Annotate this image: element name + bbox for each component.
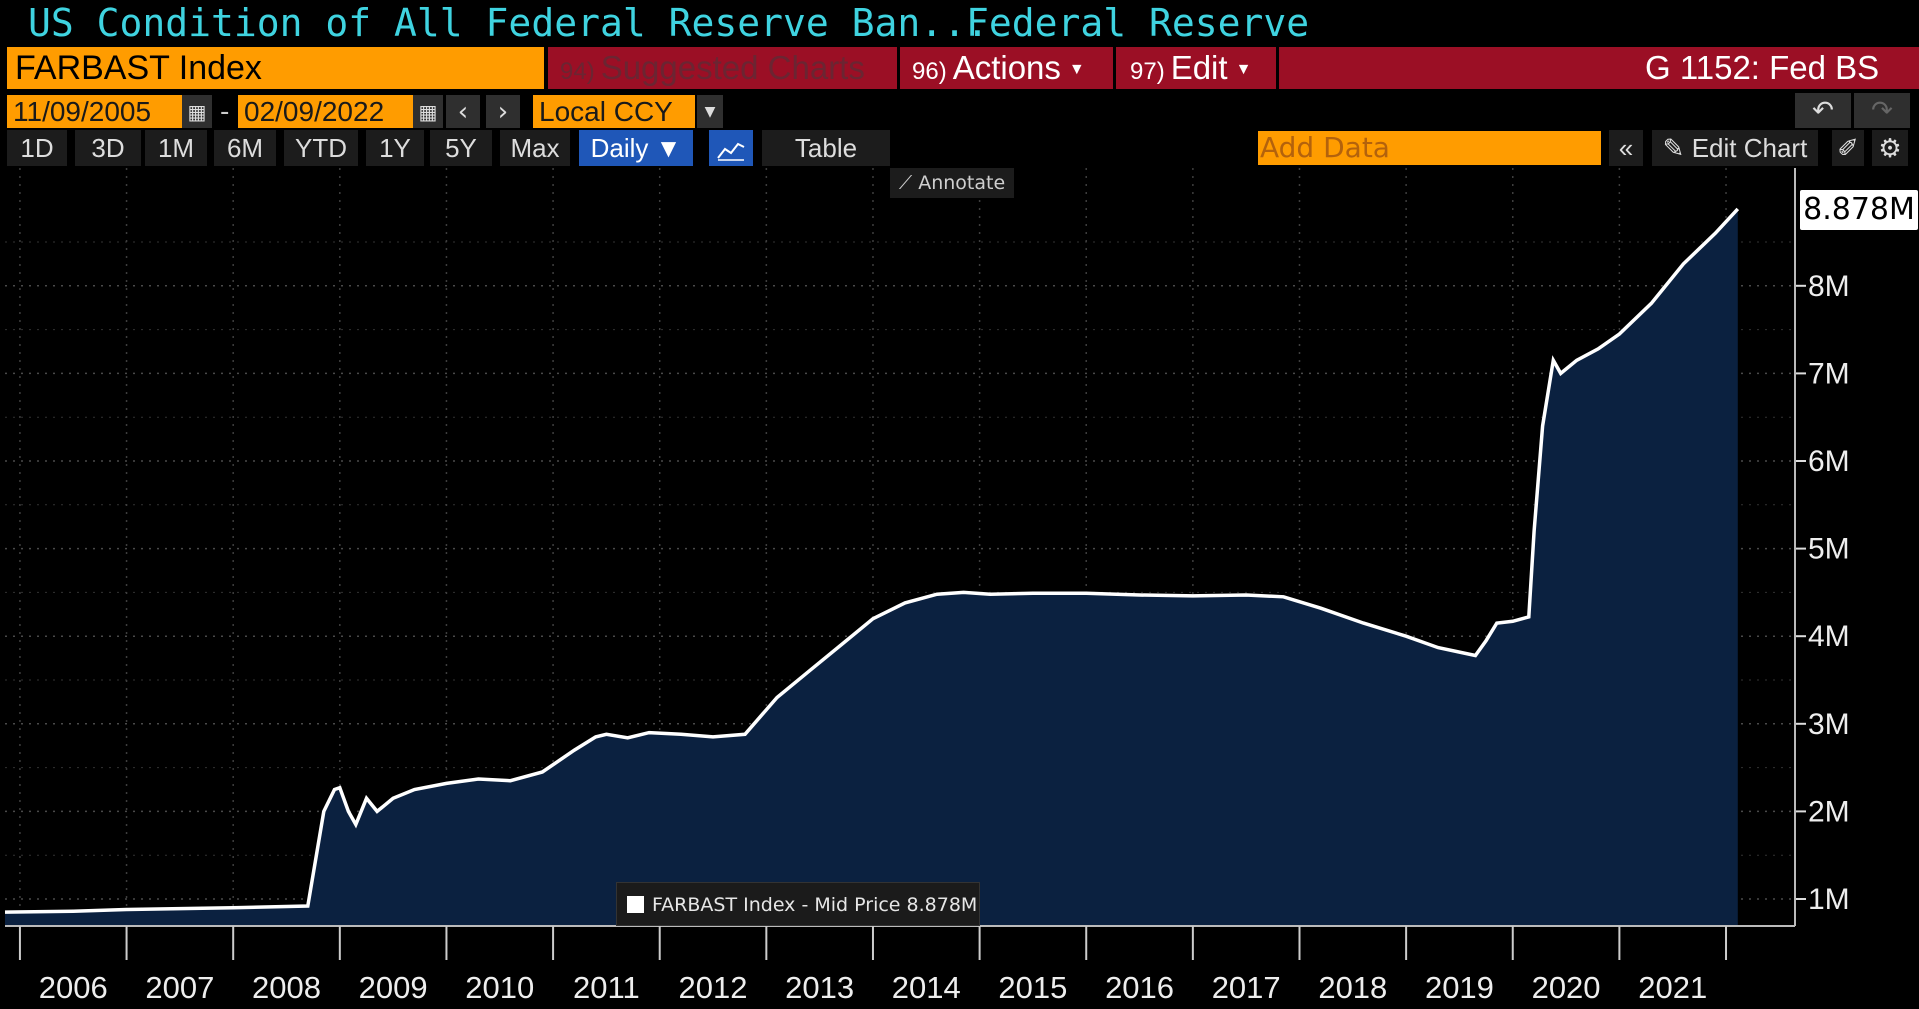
- suggested-charts-num: 94): [560, 58, 595, 85]
- edit-num: 97): [1130, 58, 1165, 85]
- menu-bar: [548, 47, 1919, 89]
- add-data-input[interactable]: Add Data: [1258, 131, 1601, 165]
- period-6m-button[interactable]: 6M: [214, 130, 276, 166]
- chart-legend: FARBAST Index - Mid Price 8.878M: [616, 882, 980, 926]
- x-tick-label: 2015: [998, 970, 1067, 1005]
- y-tick-label: 8M: [1808, 270, 1850, 303]
- date-separator: -: [220, 97, 230, 127]
- suggested-charts-menu[interactable]: 94) Suggested Charts: [560, 47, 865, 89]
- function-code: G 1152: Fed BS: [1645, 49, 1880, 86]
- series-line: [4, 207, 1740, 914]
- x-tick-label: 2010: [465, 970, 534, 1005]
- table-button[interactable]: Table: [762, 130, 890, 166]
- edit-menu[interactable]: 97) Edit ▼: [1130, 47, 1251, 89]
- period-3d-button[interactable]: 3D: [75, 130, 141, 166]
- y-tick-label: 4M: [1808, 620, 1850, 653]
- chevron-down-icon: ▼: [1068, 61, 1085, 79]
- ticker-field[interactable]: FARBAST Index: [7, 47, 544, 89]
- period-max-button[interactable]: Max: [500, 130, 570, 166]
- y-tick-label: 6M: [1808, 445, 1850, 478]
- x-tick-label: 2017: [1212, 970, 1281, 1005]
- x-axis: 2006 2007 2008 2009 2010 2011 2012 2013 2014 2015…: [5, 925, 1795, 1005]
- period-ytd-button[interactable]: YTD: [284, 130, 358, 166]
- currency-select[interactable]: Local CCY: [533, 95, 695, 129]
- actions-num: 96): [912, 58, 947, 85]
- source-label: Federal Reserve: [966, 1, 1310, 45]
- pencil-icon: ✎: [1662, 133, 1685, 163]
- x-tick-label: 2007: [145, 970, 214, 1005]
- y-tick-label: 5M: [1808, 533, 1850, 566]
- actions-label: Actions: [952, 49, 1061, 86]
- redo-icon[interactable]: ↷: [1854, 93, 1910, 129]
- period-1y-button[interactable]: 1Y: [366, 130, 424, 166]
- chevron-down-icon[interactable]: ▼: [697, 95, 723, 129]
- chevron-left-icon[interactable]: ‹: [446, 95, 480, 129]
- x-tick-label: 2013: [785, 970, 854, 1005]
- edit-chart-button[interactable]: ✎ Edit Chart: [1652, 130, 1818, 166]
- calendar-icon[interactable]: ▦: [182, 95, 212, 129]
- annotate-button[interactable]: ⟋ Annotate: [890, 168, 1014, 198]
- period-5y-button[interactable]: 5Y: [430, 130, 492, 166]
- end-date-field[interactable]: 02/09/2022: [238, 95, 413, 129]
- frequency-select[interactable]: Daily ▼: [579, 130, 693, 166]
- x-tick-label: 2008: [252, 970, 321, 1005]
- period-1d-button[interactable]: 1D: [7, 130, 67, 166]
- x-tick-label: 2009: [359, 970, 428, 1005]
- actions-menu[interactable]: 96) Actions ▼: [912, 47, 1085, 89]
- series-area: [5, 208, 1738, 926]
- x-tick-label: 2014: [892, 970, 961, 1005]
- start-date-field[interactable]: 11/09/2005: [7, 95, 182, 129]
- legend-text: FARBAST Index - Mid Price 8.878M: [652, 894, 978, 916]
- menu-separator: [1113, 47, 1116, 89]
- x-tick-label: 2019: [1425, 970, 1494, 1005]
- period-1m-button[interactable]: 1M: [145, 130, 207, 166]
- edit-chart-label: Edit Chart: [1691, 133, 1808, 163]
- x-tick-label: 2016: [1105, 970, 1174, 1005]
- y-tick-label: 7M: [1808, 357, 1850, 390]
- collapse-icon[interactable]: «: [1609, 130, 1643, 166]
- edit-icon[interactable]: ✐: [1832, 130, 1864, 166]
- last-value-label: 8.878M: [1800, 190, 1918, 230]
- x-tick-label: 2012: [679, 970, 748, 1005]
- pencil-icon: ⟋: [898, 172, 913, 194]
- legend-swatch: [627, 896, 644, 913]
- undo-icon[interactable]: ↶: [1795, 93, 1851, 129]
- x-tick-label: 2011: [573, 970, 640, 1005]
- chevron-right-icon[interactable]: ›: [486, 95, 520, 129]
- menu-separator: [897, 47, 900, 89]
- calendar-icon[interactable]: ▦: [413, 95, 443, 129]
- chart-canvas: 1M 2M 3M 4M 5M 6M 7M 8M 2006 2007 2008 2009 2010 201…: [4, 168, 1850, 1005]
- y-tick-label: 1M: [1808, 883, 1850, 916]
- y-axis: 1M 2M 3M 4M 5M 6M 7M 8M: [1794, 168, 1850, 926]
- chevron-down-icon: ▼: [1235, 61, 1252, 79]
- x-tick-label: 2020: [1532, 970, 1601, 1005]
- security-title: US Condition of All Federal Reserve Ban.…: [28, 1, 989, 45]
- x-tick-label: 2021: [1638, 970, 1707, 1005]
- x-tick-label: 2006: [39, 970, 108, 1005]
- menu-separator: [1276, 47, 1279, 89]
- gear-icon[interactable]: ⚙: [1872, 130, 1908, 166]
- edit-label: Edit: [1170, 49, 1228, 86]
- x-tick-label: 2018: [1318, 970, 1387, 1005]
- y-tick-label: 2M: [1808, 795, 1850, 828]
- suggested-charts-label: Suggested Charts: [600, 49, 865, 86]
- y-tick-label: 3M: [1808, 708, 1850, 741]
- annotate-label: Annotate: [918, 172, 1006, 194]
- line-chart-icon[interactable]: [709, 130, 753, 166]
